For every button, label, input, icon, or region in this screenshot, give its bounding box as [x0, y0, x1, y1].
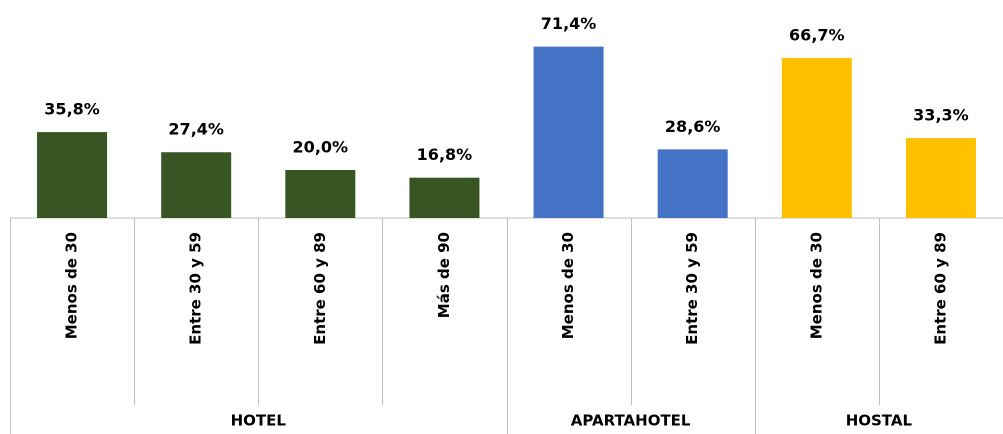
- bar: [409, 177, 480, 218]
- bar: [657, 149, 728, 218]
- bar: [37, 132, 108, 218]
- value-label: 16,8%: [417, 145, 473, 164]
- bar: [161, 152, 232, 218]
- value-label: 33,3%: [913, 106, 969, 125]
- group-label: APARTAHOTEL: [571, 412, 691, 430]
- value-label: 35,8%: [44, 100, 100, 119]
- category-label: Entre 30 y 59: [683, 232, 701, 345]
- category-label: Menos de 30: [63, 232, 81, 339]
- group-label: HOSTAL: [846, 412, 913, 430]
- value-label: 28,6%: [665, 117, 721, 136]
- category-label: Entre 30 y 59: [187, 232, 205, 345]
- category-label: Menos de 30: [559, 232, 577, 339]
- bar: [781, 57, 852, 218]
- bar: [905, 138, 976, 218]
- bar: [285, 170, 356, 218]
- category-label: Más de 90: [435, 232, 453, 318]
- value-label: 71,4%: [541, 14, 597, 33]
- category-label: Entre 60 y 89: [931, 232, 949, 345]
- category-label: Menos de 30: [807, 232, 825, 339]
- bar: [533, 46, 604, 218]
- group-label: HOTEL: [231, 412, 287, 430]
- category-label: Entre 60 y 89: [311, 232, 329, 345]
- value-label: 20,0%: [293, 138, 349, 157]
- value-label: 27,4%: [168, 120, 224, 139]
- value-label: 66,7%: [789, 25, 845, 44]
